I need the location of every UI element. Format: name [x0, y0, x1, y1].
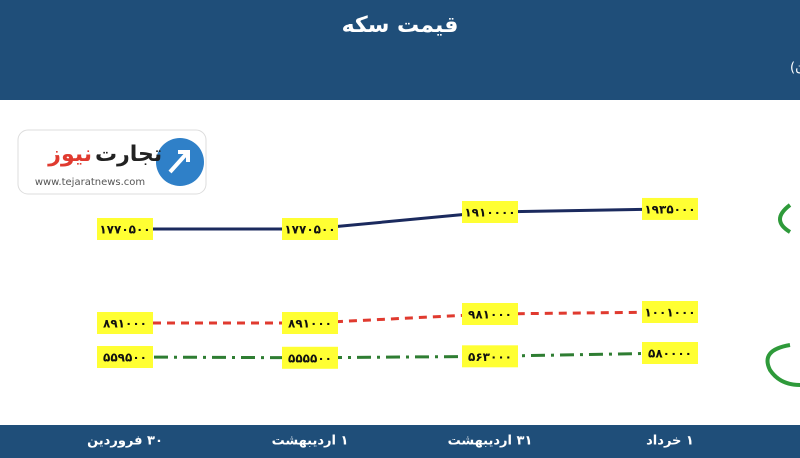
- x-tick-label: ۱ اردیبهشت: [272, 434, 349, 449]
- x-tick-label: ۳۱ اردیبهشت: [448, 434, 533, 449]
- line: [125, 207, 671, 231]
- logo-box: [17, 129, 207, 195]
- value-label: ۵۵۵۵۰۰: [288, 351, 332, 365]
- chart-subtitle: روند رشد قیمت سکه بهار آزادی، نیم سکه و …: [790, 59, 800, 76]
- chart-title: قیمت سکه: [342, 13, 459, 38]
- value-label: ۹۸۱۰۰۰: [468, 308, 512, 322]
- value-label: ۸۹۱۰۰۰: [103, 317, 147, 331]
- value-label-box: [462, 345, 518, 368]
- logo-name: تجارت: [95, 142, 162, 167]
- logo-arrow: [168, 150, 190, 174]
- value-label-box: [462, 201, 518, 223]
- line: [124, 351, 671, 360]
- value-label: ۱۰۰۱۰۰۰: [644, 306, 695, 320]
- value-label-box: [642, 342, 698, 364]
- value-label-box: [462, 303, 518, 325]
- header-band: [0, 0, 800, 100]
- decoration: [765, 343, 800, 387]
- value-label: ۱۷۷۰۵۰۰: [99, 223, 150, 237]
- value-label-box: [642, 301, 698, 323]
- logo: تجارت نیوز www.tejaratnews.com: [17, 129, 207, 195]
- value-label-box: [642, 197, 698, 220]
- value-label: ۱۹۳۵۰۰۰: [644, 202, 695, 216]
- value-label-box: [282, 218, 338, 240]
- value-label: ۱۹۱۰۰۰۰: [464, 206, 515, 220]
- x-tick-label: ۳۰ فروردین: [87, 434, 163, 449]
- value-label-box: [282, 346, 338, 369]
- footer-band: [0, 425, 800, 458]
- value-label: ۸۹۱۰۰۰: [288, 317, 332, 331]
- value-label-box: [282, 312, 338, 334]
- value-label-box: [97, 218, 153, 240]
- value-label-box: [97, 312, 153, 334]
- logo-url: www.tejaratnews.com: [35, 177, 145, 188]
- value-label: ۵۵۹۵۰۰: [103, 351, 147, 365]
- value-label: ۵۶۳۰۰۰: [468, 350, 512, 364]
- value-label: ۱۷۷۰۵۰۰: [284, 223, 335, 237]
- logo-name-red: نیوز: [47, 142, 92, 167]
- value-label-box: [97, 346, 153, 368]
- value-label: ۵۸۰۰۰۰: [648, 347, 692, 361]
- line: [125, 310, 671, 325]
- x-tick-label: ۱ خرداد: [646, 434, 694, 449]
- decoration: [778, 203, 792, 234]
